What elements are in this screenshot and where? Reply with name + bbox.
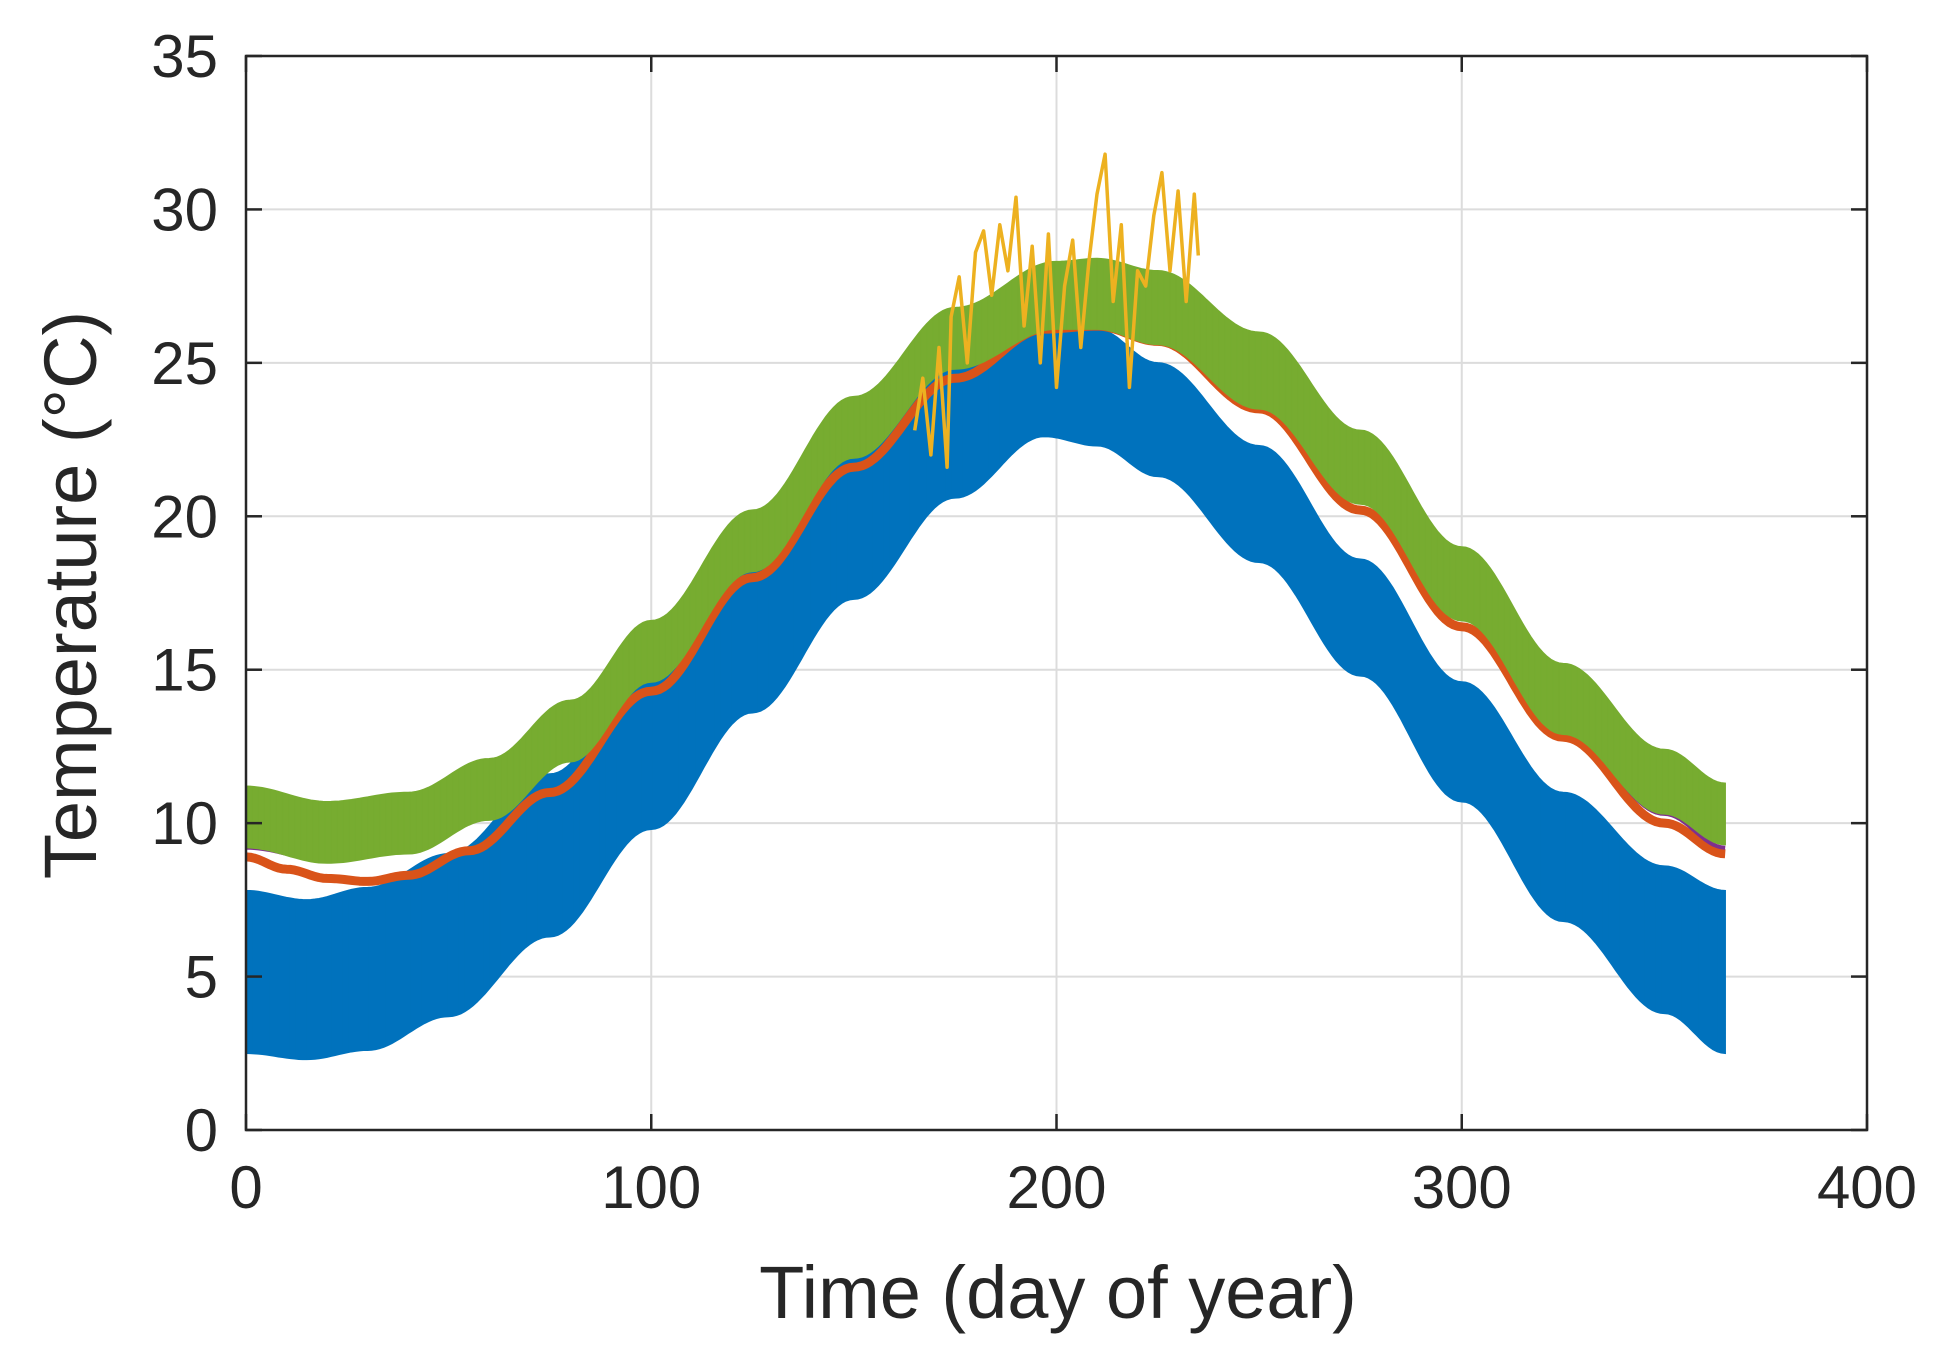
green-band-band bbox=[245, 257, 1726, 864]
orange-line-line bbox=[245, 321, 1726, 886]
y-axis-title: Temperature (°C) bbox=[29, 311, 112, 879]
x-axis-title: Time (day of year) bbox=[759, 1251, 1357, 1334]
yellow-observations-line bbox=[912, 152, 1201, 469]
y-tick-label: 10 bbox=[151, 790, 218, 857]
y-tick-label: 35 bbox=[151, 23, 218, 90]
y-tick-label: 0 bbox=[185, 1097, 218, 1164]
y-tick-label: 15 bbox=[151, 637, 218, 704]
x-tick-label: 0 bbox=[229, 1154, 262, 1221]
y-tick-label: 25 bbox=[151, 330, 218, 397]
x-tick-label: 200 bbox=[1006, 1154, 1106, 1221]
x-tick-label: 400 bbox=[1817, 1154, 1917, 1221]
y-tick-label: 30 bbox=[151, 176, 218, 243]
x-tick-label: 300 bbox=[1412, 1154, 1512, 1221]
plot-series bbox=[245, 152, 1726, 1061]
tick-labels: 0 100 200 300 400 0 5 10 15 20 25 30 35 bbox=[151, 23, 1917, 1221]
axes bbox=[244, 54, 1869, 1132]
x-tick-label: 100 bbox=[601, 1154, 701, 1221]
y-tick-label: 5 bbox=[185, 944, 218, 1011]
y-tick-label: 20 bbox=[151, 483, 218, 550]
